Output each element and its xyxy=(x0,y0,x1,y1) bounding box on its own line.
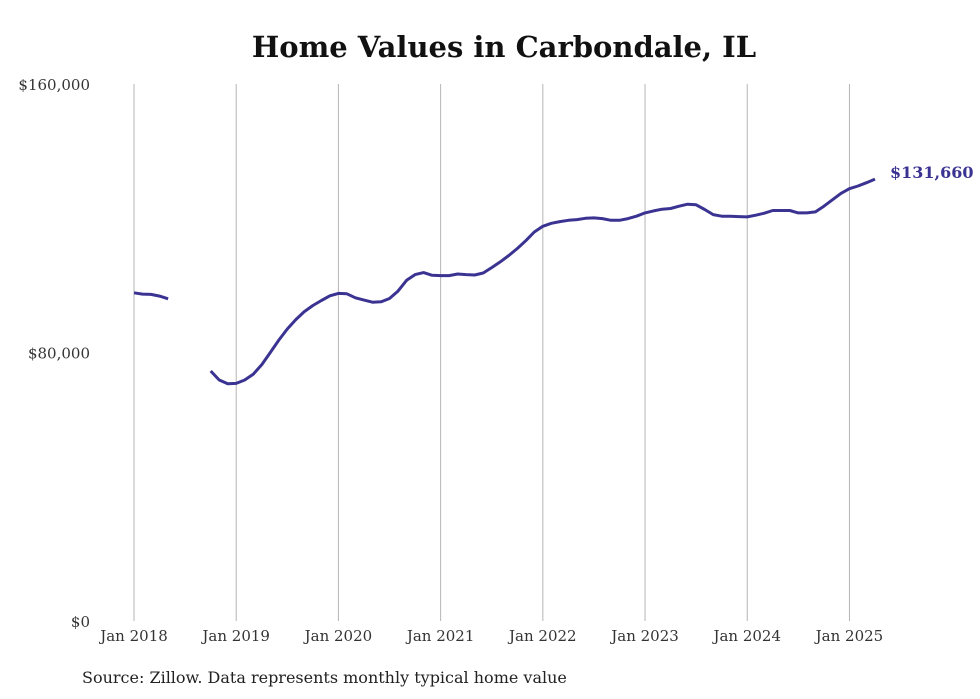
x-tick-label: Jan 2023 xyxy=(609,627,679,645)
x-tick-label: Jan 2020 xyxy=(303,627,373,645)
x-tick-label: Jan 2024 xyxy=(711,627,781,645)
chart-title: Home Values in Carbondale, IL xyxy=(251,30,757,64)
source-note: Source: Zillow. Data represents monthly … xyxy=(82,668,567,687)
y-tick-label: $160,000 xyxy=(18,76,90,94)
x-tick-label: Jan 2022 xyxy=(507,627,577,645)
end-value-label: $131,660 xyxy=(890,163,974,182)
x-tick-label: Jan 2019 xyxy=(200,627,270,645)
x-tick-label: Jan 2021 xyxy=(405,627,475,645)
x-tick-label: Jan 2018 xyxy=(98,627,168,645)
y-tick-label: $80,000 xyxy=(28,345,90,363)
series-line xyxy=(209,177,876,386)
x-tick-label: Jan 2025 xyxy=(814,627,884,645)
series-line xyxy=(133,291,169,301)
y-tick-label: $0 xyxy=(71,613,90,631)
